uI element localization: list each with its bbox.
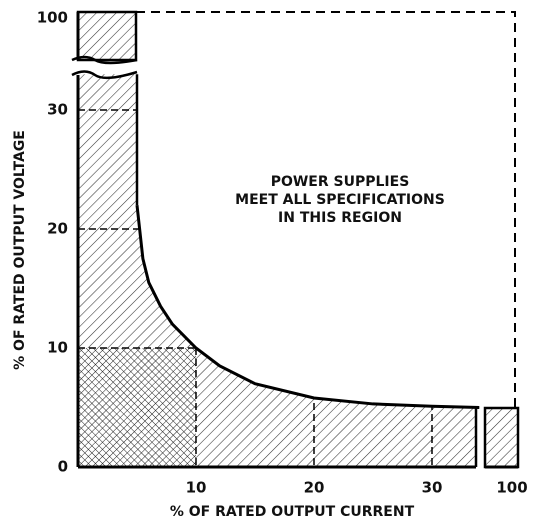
annotation: POWER SUPPLIES [271,174,410,190]
x-tick-label: 10 [186,479,207,497]
y-axis-label: % OF RATED OUTPUT VOLTAGE [12,130,28,370]
x-tick-label: 30 [422,479,443,497]
shaded-region [78,74,480,468]
broken-block [76,10,138,62]
x-axis-label: % OF RATED OUTPUT CURRENT [170,504,415,520]
boundary-dashed [136,11,516,408]
y-tick-label: 0 [58,458,68,476]
y-tick-label: 30 [47,101,68,119]
region-edge [135,74,480,467]
axis-break [71,55,138,80]
annotation: MEET ALL SPECIFICATIONS [235,192,445,208]
annotation: IN THIS REGION [278,210,402,226]
y-tick-label: 20 [47,220,68,238]
boundary-curve [135,205,480,409]
x-tick-label: 100 [496,479,527,497]
x-tick-label: 20 [304,479,325,497]
y-tick-label: 100 [37,9,68,27]
crosshatched-area [78,348,196,467]
axis [76,12,518,469]
y-tick-label: 10 [47,339,68,357]
broken-block [483,406,520,469]
